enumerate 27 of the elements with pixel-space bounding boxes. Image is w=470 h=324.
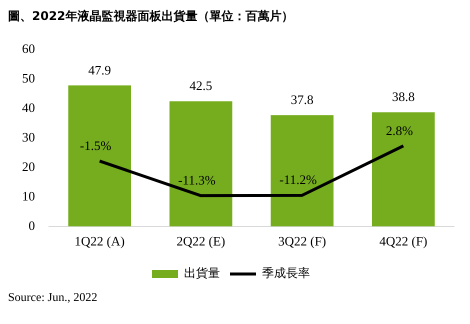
bar [68, 85, 132, 226]
bar [372, 112, 435, 226]
data-label: -11.3% [178, 172, 216, 188]
x-tick-label: 3Q22 (F) [278, 234, 326, 249]
y-tick-label: 10 [22, 188, 35, 204]
y-tick-label: 40 [22, 100, 35, 116]
legend-label: 季成長率 [262, 266, 310, 280]
data-label: -1.5% [80, 138, 112, 153]
x-tick-label: 2Q22 (E) [176, 234, 226, 249]
y-tick-label: 50 [22, 70, 35, 86]
data-label: -11.2% [279, 172, 318, 188]
data-label: 47.9 [88, 62, 111, 78]
y-tick-label: 0 [28, 218, 35, 233]
data-label: 38.8 [392, 89, 415, 104]
data-label: 42.5 [190, 78, 212, 94]
data-label: 2.8% [386, 122, 414, 138]
x-tick-label: 1Q22 (A) [74, 234, 125, 249]
y-tick-label: 30 [22, 130, 35, 145]
chart-title: 圖、2022年液晶監視器面板出貨量（單位：百萬片） [8, 8, 294, 25]
y-tick-label: 60 [22, 41, 35, 56]
bar [169, 101, 232, 226]
y-tick-label: 20 [22, 158, 35, 174]
legend-label: 出貨量 [184, 266, 220, 280]
x-tick-label: 4Q22 (F) [379, 234, 428, 249]
data-label: 37.8 [290, 92, 314, 108]
source-note: Source: Jun., 2022 [8, 290, 98, 305]
bar [270, 115, 334, 226]
